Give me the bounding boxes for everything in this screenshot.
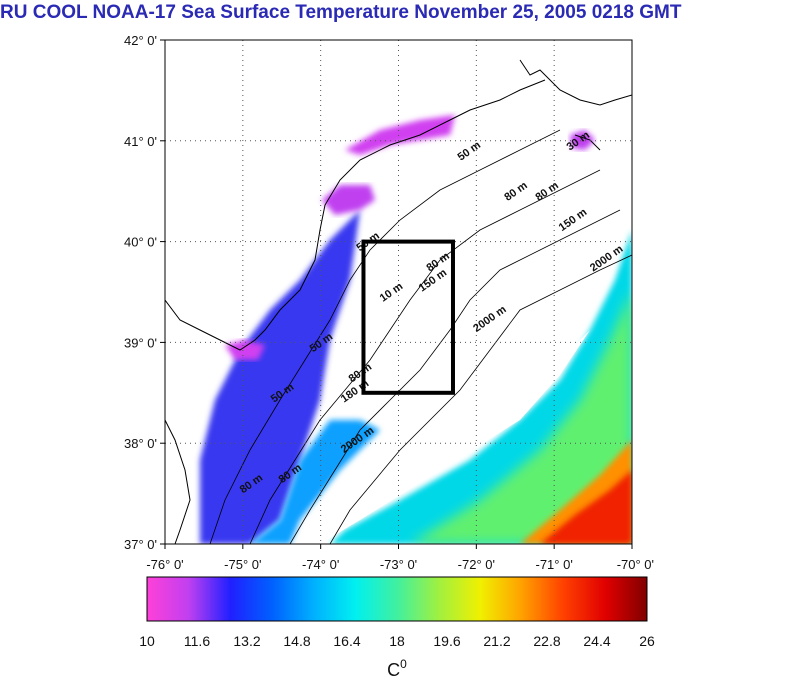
sst-gulf-stream-hot (540, 470, 632, 544)
colorbar-label-6: 19.6 (433, 633, 460, 649)
lon-tick-label-1: -75° 0' (224, 557, 261, 572)
contour-50m (209, 129, 561, 544)
sst-shelf-cyan (250, 420, 380, 544)
bathymetry-contours (209, 129, 632, 544)
sst-shelf-water (200, 210, 360, 544)
map-title: RU COOL NOAA-17 Sea Surface Temperature … (0, 2, 682, 23)
contour-2000m (329, 254, 632, 544)
study-area-box (361, 239, 455, 395)
colorbar-label-9: 24.4 (583, 633, 610, 649)
contour-150m (289, 209, 621, 544)
sst-imagery (200, 115, 632, 544)
lat-tick-label-5: 37° 0' (124, 537, 157, 552)
colorbar-label-2: 13.2 (233, 633, 260, 649)
lon-tick-label-2: -74° 0' (302, 557, 339, 572)
coastline (165, 59, 632, 544)
lon-tick-label-6: -70° 0' (617, 557, 654, 572)
lat-lon-grid (165, 40, 632, 544)
coast-islands (574, 134, 601, 151)
cloud-gap (320, 330, 590, 544)
contour-80m (249, 169, 601, 544)
colorbar: 10 11.6 13.2 14.8 16.4 18 19.6 21.2 22.8 24.4 26 C… (139, 576, 655, 680)
colorbar-labels: 10 11.6 13.2 14.8 16.4 18 19.6 21.2 22.8 24.4 26 (139, 633, 655, 649)
colorbar-label-7: 21.2 (483, 633, 510, 649)
colorbar-ramp (146, 576, 648, 622)
longitude-axis: -76° 0' -75° 0' -74° 0' -73° 0' -72° 0' -71° … (146, 544, 654, 572)
lon-tick-label-5: -71° 0' (536, 557, 573, 572)
lat-tick-label-3: 39° 0' (124, 335, 157, 350)
sst-nearshore-cool-de (225, 340, 265, 360)
lat-tick-label-1: 41° 0' (124, 134, 157, 149)
colorbar-label-1: 11.6 (184, 633, 210, 649)
coast-mainland (165, 79, 546, 351)
colorbar-label-10: 26 (639, 633, 655, 649)
coast-delmarva (165, 419, 191, 544)
colorbar-label-8: 22.8 (533, 633, 560, 649)
lon-tick-label-0: -76° 0' (146, 557, 183, 572)
colorbar-label-4: 16.4 (333, 633, 360, 649)
lon-tick-label-4: -72° 0' (458, 557, 495, 572)
lat-tick-label-2: 40° 0' (124, 235, 157, 250)
sst-warm-green (410, 290, 632, 544)
lon-tick-label-3: -73° 0' (380, 557, 417, 572)
lat-tick-label-4: 38° 0' (124, 436, 157, 451)
colorbar-label-5: 18 (389, 633, 405, 649)
coast-new-england (519, 59, 632, 106)
colorbar-label-0: 10 (139, 633, 155, 649)
sst-nearshore-cool-ny (345, 115, 455, 155)
lat-tick-label-0: 42° 0' (124, 33, 157, 48)
sst-nearshore-cool-nj (322, 185, 375, 215)
colorbar-label-3: 14.8 (283, 633, 310, 649)
colorbar-unit: C0 (387, 657, 407, 680)
latitude-axis: 42° 0' 41° 0' 40° 0' 39° 0' 38° 0' 37° 0' (124, 33, 165, 552)
